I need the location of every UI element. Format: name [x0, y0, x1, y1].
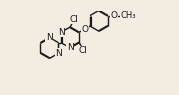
- Text: Cl: Cl: [78, 46, 87, 55]
- Text: N: N: [67, 44, 74, 52]
- Text: O: O: [111, 11, 118, 20]
- Text: N: N: [55, 49, 62, 58]
- Text: N: N: [46, 33, 53, 42]
- Text: Cl: Cl: [69, 15, 78, 24]
- Text: O: O: [81, 25, 88, 34]
- Text: N: N: [58, 28, 64, 37]
- Text: CH₃: CH₃: [120, 11, 136, 20]
